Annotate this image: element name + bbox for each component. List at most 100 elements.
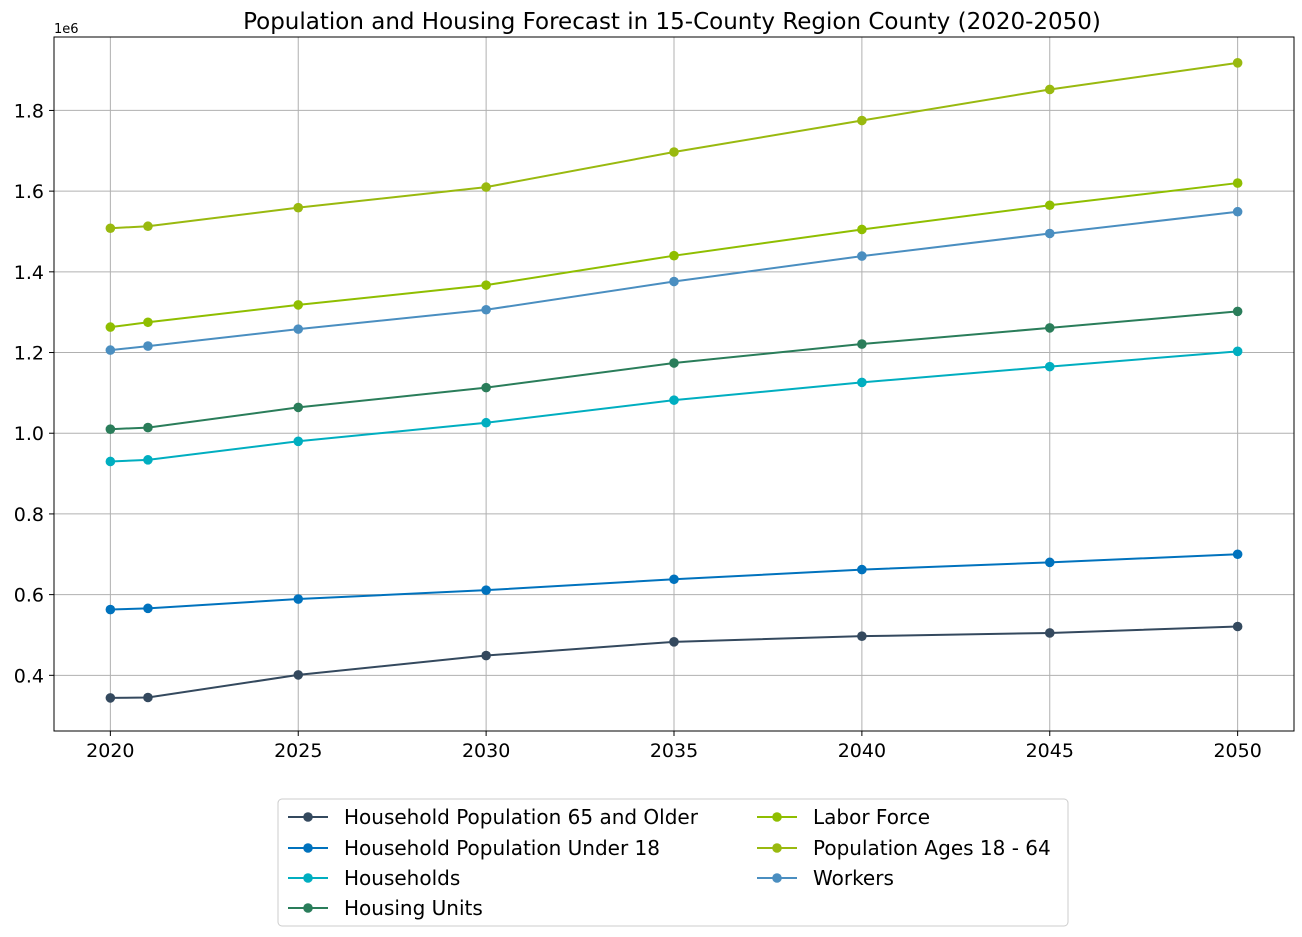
data-point	[857, 339, 867, 349]
data-point	[1044, 323, 1055, 333]
data-point	[293, 324, 304, 334]
legend-box	[277, 798, 1069, 927]
data-point	[143, 455, 153, 465]
x-tick-label: 2020	[86, 740, 134, 762]
chart-title: Population and Housing Forecast in 15-Co…	[243, 9, 1101, 35]
data-point	[857, 631, 867, 641]
legend-item: Population Ages 18 - 64	[757, 836, 1051, 860]
data-point	[857, 224, 867, 235]
series-line	[110, 625, 1238, 699]
legend-label: Workers	[813, 866, 894, 890]
data-point	[143, 341, 153, 351]
series-line	[110, 210, 1238, 352]
legend-marker	[303, 843, 313, 853]
x-tick-label: 2035	[650, 740, 698, 762]
y-tick-label: 0.8	[14, 504, 44, 526]
series-line	[110, 350, 1238, 463]
data-point	[105, 456, 116, 467]
data-point	[857, 564, 867, 575]
data-point	[293, 202, 304, 213]
data-point	[669, 276, 679, 287]
data-point	[1044, 628, 1055, 638]
x-tick-label: 2045	[1026, 740, 1074, 762]
legend: Household Population 65 and Older Househo…	[277, 798, 1069, 927]
series-line	[110, 182, 1238, 329]
data-point	[143, 422, 153, 433]
data-point	[669, 574, 679, 585]
data-point	[293, 402, 304, 413]
series-line	[110, 553, 1238, 611]
legend-label: Labor Force	[813, 805, 930, 829]
legend-marker	[303, 812, 313, 822]
data-point	[143, 603, 153, 614]
data-point	[1044, 200, 1055, 211]
legend-marker	[303, 903, 313, 913]
data-point	[481, 585, 491, 595]
data-point	[143, 692, 153, 703]
legend-label: Household Population Under 18	[344, 836, 660, 860]
data-point	[1044, 84, 1055, 95]
data-point	[293, 670, 304, 680]
legend-label: Housing Units	[344, 896, 483, 920]
data-point	[1232, 58, 1243, 68]
y-tick-label: 1.6	[14, 181, 44, 203]
data-point	[1044, 361, 1055, 372]
data-point	[481, 304, 491, 315]
x-tick-label: 2025	[274, 740, 322, 762]
series-line	[110, 310, 1238, 431]
legend-label: Households	[344, 866, 460, 890]
y-tick-label: 0.6	[14, 585, 44, 607]
data-point	[857, 115, 867, 126]
data-point	[1232, 178, 1243, 188]
legend-marker	[303, 873, 313, 883]
x-axis: 2020 2025 2030 2035 2040 2045 2050	[86, 731, 1262, 762]
legend-item: Labor Force	[757, 805, 930, 829]
data-point	[293, 436, 304, 447]
data-point	[143, 317, 153, 328]
y-tick-label: 1.4	[14, 262, 44, 284]
data-point	[1232, 306, 1243, 317]
legend-marker	[772, 843, 782, 853]
data-point	[143, 221, 153, 232]
legend-label: Population Ages 18 - 64	[813, 836, 1051, 860]
data-point	[1044, 228, 1055, 239]
data-point	[105, 322, 116, 332]
data-point	[857, 251, 867, 261]
data-point	[1232, 549, 1243, 560]
data-point	[1232, 206, 1243, 217]
data-point	[481, 382, 491, 393]
data-point	[105, 693, 116, 703]
data-point	[293, 594, 304, 604]
legend-marker	[772, 812, 782, 822]
data-point	[1044, 557, 1055, 568]
y-tick-label: 1.8	[14, 100, 44, 122]
legend-item: Housing Units	[288, 896, 483, 920]
data-point	[481, 182, 491, 192]
legend-item: Households	[288, 866, 460, 890]
y-tick-label: 1.0	[14, 423, 44, 445]
legend-marker	[772, 873, 782, 883]
y-offset-label: 1e6	[54, 22, 79, 37]
data-point	[105, 604, 116, 615]
data-point	[481, 650, 491, 661]
x-tick-label: 2040	[838, 740, 886, 762]
y-axis: 0.4 0.6 0.8 1.0 1.2 1.4 1.6 1.8	[14, 100, 54, 687]
data-point	[481, 417, 491, 428]
legend-item: Workers	[757, 866, 894, 890]
series-3	[105, 306, 1243, 434]
series-line	[110, 61, 1238, 230]
data-point	[1232, 621, 1243, 632]
legend-item: Household Population Under 18	[288, 836, 660, 860]
legend-label: Household Population 65 and Older	[344, 805, 699, 829]
legend-item: Household Population 65 and Older	[288, 805, 699, 829]
data-point	[105, 345, 116, 355]
series-layer	[105, 58, 1243, 703]
data-point	[1232, 346, 1243, 357]
series-0	[105, 621, 1243, 703]
series-2	[105, 346, 1243, 467]
grid	[54, 37, 1294, 731]
data-point	[105, 223, 116, 234]
series-5	[105, 58, 1243, 234]
y-tick-label: 0.4	[14, 665, 44, 687]
